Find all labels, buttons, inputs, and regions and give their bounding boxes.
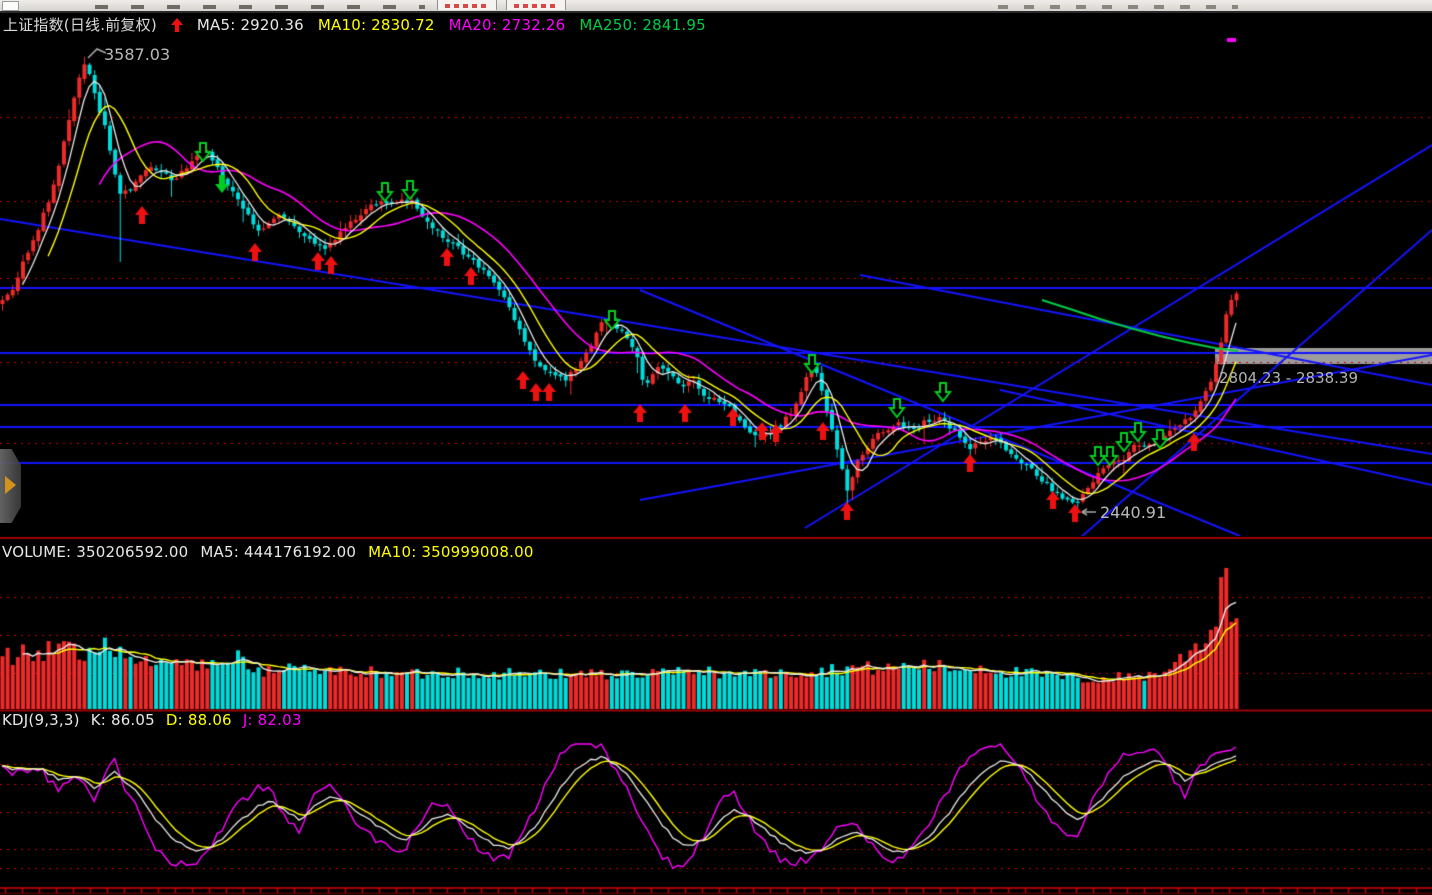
ma5-value: MA5: 2920.36: [196, 15, 304, 34]
volume-ma5-value: MA5: 444176192.00: [200, 543, 357, 561]
toolbar-right-fragment[interactable]: [998, 5, 1238, 9]
window-icon: [2, 1, 19, 11]
main-pane-header: 上证指数(日线.前复权) MA5: 2920.36 MA10: 2830.72 …: [3, 14, 706, 35]
volume-ma10-value: MA10: 350999008.00: [368, 543, 534, 561]
top-toolbar: [0, 0, 1432, 13]
ma10-value: MA10: 2830.72: [317, 15, 435, 34]
toolbar-button-red-1[interactable]: [437, 0, 497, 10]
menu-items-fragment[interactable]: [95, 5, 425, 9]
kdj-j-value: J: 82.03: [242, 711, 302, 729]
volume-pane-header: VOLUME: 350206592.00 MA5: 444176192.00 M…: [2, 543, 534, 561]
low-price-label: 2440.91: [1100, 503, 1167, 522]
kdj-params: KDJ(9,3,3): [2, 711, 80, 729]
expand-arrow-icon: [5, 476, 16, 494]
symbol-title: 上证指数(日线.前复权): [3, 16, 157, 34]
kdj-d-value: D: 88.06: [165, 711, 232, 729]
side-panel-handle[interactable]: [0, 449, 21, 523]
kdj-k-value: K: 86.05: [90, 711, 155, 729]
volume-value: VOLUME: 350206592.00: [2, 543, 189, 561]
high-price-label: 3587.03: [104, 45, 171, 64]
kdj-pane-header: KDJ(9,3,3) K: 86.05 D: 88.06 J: 82.03: [2, 711, 302, 729]
up-arrow-icon: [170, 17, 183, 32]
ma20-value: MA20: 2732.26: [448, 15, 566, 34]
price-range-label: 2804.23 - 2838.39: [1219, 369, 1359, 387]
ma250-value: MA250: 2841.95: [579, 15, 706, 34]
toolbar-button-red-2[interactable]: [506, 0, 566, 10]
